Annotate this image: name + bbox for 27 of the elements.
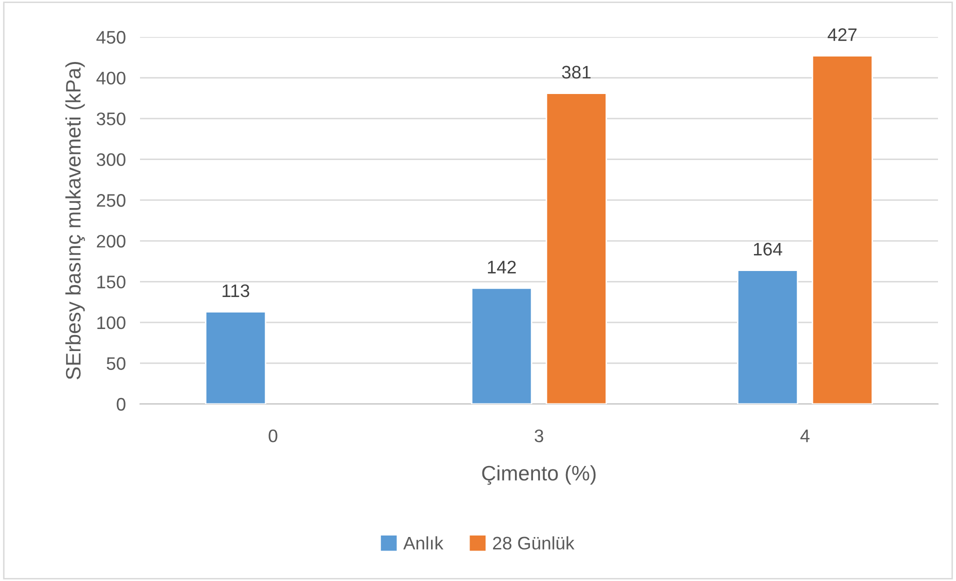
bar [205,311,266,404]
y-tick-label: 450 [96,30,126,44]
y-tick-label: 250 [96,194,126,207]
y-tick-label: 150 [97,276,126,288]
y-tick-label: 350 [96,112,126,126]
x-tick-label: 3 [534,429,544,442]
x-axis-title: Çimento (%) [482,465,596,485]
data-label: 427 [828,28,857,41]
bar [737,270,798,404]
y-tick-label: 50 [106,357,126,370]
legend-label: 28 Günlük [493,536,574,550]
bar [471,287,532,404]
data-label: 164 [754,242,782,256]
y-tick-label: 0 [116,398,126,411]
legend-label: Anlık [403,536,444,550]
y-tick-label: 200 [96,234,126,248]
y-axis-title: SErbesy basınç mukavemeti (kPa) [65,62,85,380]
bar [812,55,873,404]
x-tick-label: 0 [268,429,278,442]
x-tick-label: 4 [800,430,810,442]
y-tick-label: 400 [96,72,126,84]
data-label: 381 [562,66,591,79]
bar [546,92,607,404]
data-label: 142 [488,260,516,274]
data-label: 113 [222,284,250,298]
y-tick-label: 300 [96,153,126,166]
y-tick-label: 100 [97,316,126,330]
